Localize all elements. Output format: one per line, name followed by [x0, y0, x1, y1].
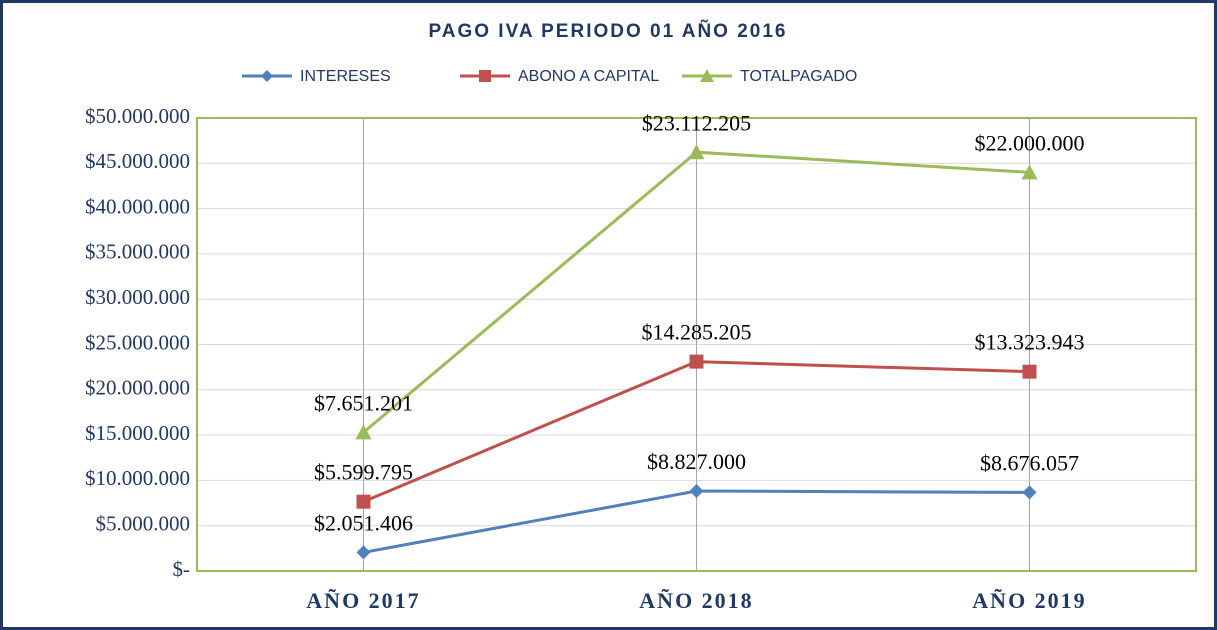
chart-title: PAGO IVA PERIODO 01 AÑO 2016 — [428, 20, 787, 42]
marker — [689, 354, 704, 369]
legend-label: INTERESES — [300, 68, 391, 85]
data-label: $2.051.406 — [314, 510, 413, 535]
marker — [356, 545, 371, 560]
legend-marker — [261, 70, 273, 82]
y-tick-label: $45.000.000 — [85, 149, 190, 173]
y-tick-label: $20.000.000 — [85, 376, 190, 400]
x-tick-label: AÑO 2018 — [639, 588, 753, 613]
marker — [356, 494, 371, 509]
data-label: $5.599.795 — [314, 460, 413, 485]
plot-border — [196, 117, 1197, 572]
data-label: $23.112.205 — [642, 110, 751, 135]
y-tick-label: $5.000.000 — [96, 512, 191, 536]
legend-label: ABONO A CAPITAL — [518, 68, 659, 85]
y-tick-label: $40.000.000 — [85, 194, 190, 218]
marker — [355, 424, 372, 440]
y-tick-label: $25.000.000 — [85, 330, 190, 354]
data-label: $14.285.205 — [642, 320, 752, 345]
data-label: $8.676.057 — [980, 450, 1079, 475]
marker — [688, 144, 705, 160]
legend-marker — [479, 70, 491, 82]
y-tick-label: $50.000.000 — [85, 104, 190, 128]
x-tick-label: AÑO 2017 — [306, 588, 420, 613]
data-label: $7.651.201 — [314, 390, 413, 415]
y-tick-label: $30.000.000 — [85, 285, 190, 309]
marker — [1022, 364, 1037, 379]
x-tick-label: AÑO 2019 — [972, 588, 1086, 613]
legend-marker — [700, 69, 714, 82]
y-tick-label: $15.000.000 — [85, 421, 190, 445]
legend-label: TOTALPAGADO — [740, 68, 857, 85]
y-tick-label: $10.000.000 — [85, 466, 190, 490]
data-label: $8.827.000 — [647, 449, 746, 474]
data-label: $22.000.000 — [975, 130, 1085, 155]
y-tick-label: $- — [173, 557, 191, 581]
marker — [1021, 164, 1038, 180]
y-tick-label: $35.000.000 — [85, 240, 190, 264]
marker — [1022, 485, 1037, 500]
marker — [689, 484, 704, 499]
data-label: $13.323.943 — [975, 330, 1085, 355]
